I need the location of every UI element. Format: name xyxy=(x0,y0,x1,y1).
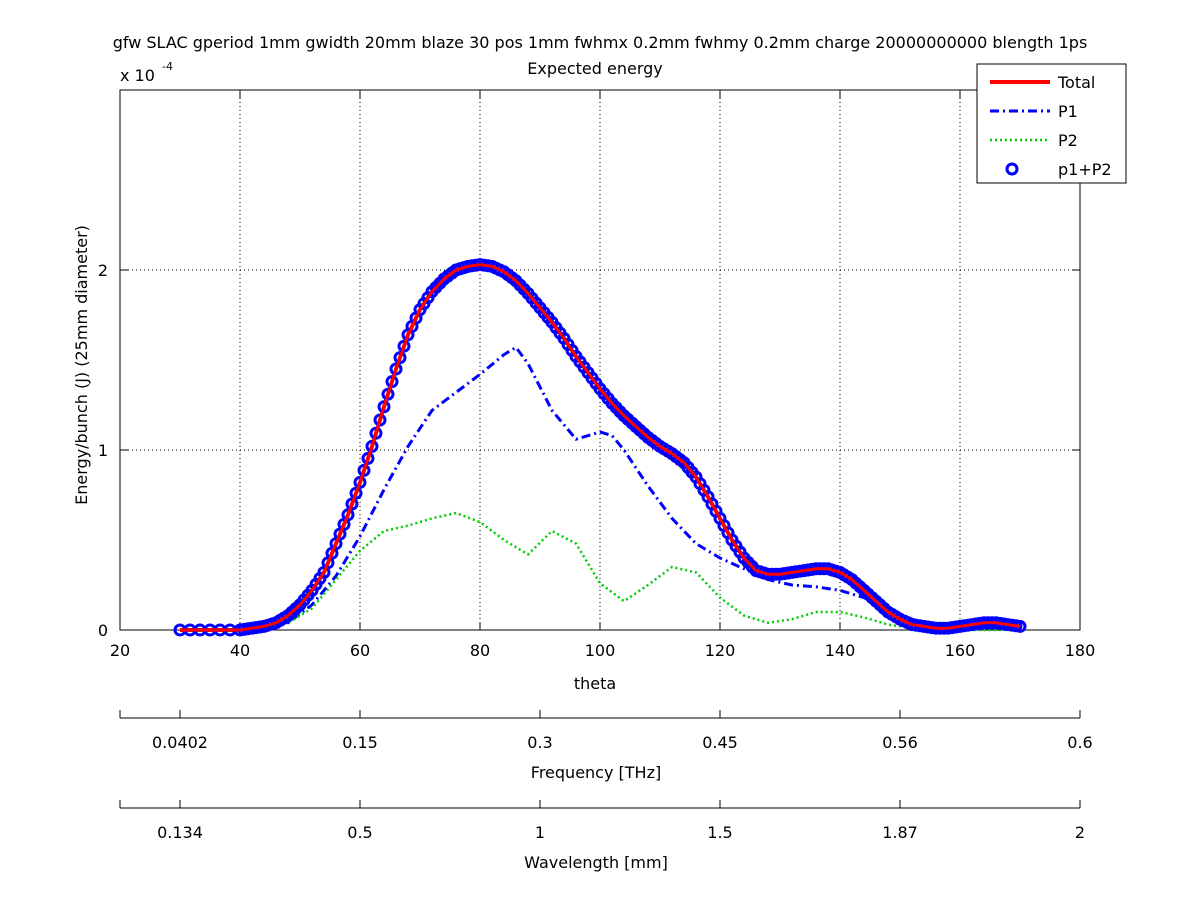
series-layer xyxy=(173,258,1027,637)
x-tick-label: 120 xyxy=(705,641,736,660)
secondary-tick-label: 0.3 xyxy=(527,733,552,752)
y-tick-label: 2 xyxy=(98,261,108,280)
secondary-tick-label: 1.87 xyxy=(882,823,918,842)
secondary-tick-label: 0.5 xyxy=(347,823,372,842)
data-point-p1-p2 xyxy=(353,475,367,489)
data-point-p1-p2 xyxy=(389,362,403,376)
data-point-p1-p2 xyxy=(385,375,399,389)
x-tick-label: 80 xyxy=(470,641,490,660)
frequency-axis-label: Frequency [THz] xyxy=(531,763,661,782)
secondary-tick-label: 1.5 xyxy=(707,823,732,842)
secondary-tick-label: 0.0402 xyxy=(152,733,208,752)
grid-lines xyxy=(120,90,1080,630)
chart-subtitle: Expected energy xyxy=(527,59,662,78)
y-tick-label: 1 xyxy=(98,441,108,460)
x-tick-labels: 20 40 60 80 100 120 140 160 180 xyxy=(110,641,1095,660)
wavelength-axis: 0.134 0.5 1 1.5 1.87 2 xyxy=(119,800,1085,842)
x-axis-label: theta xyxy=(574,674,616,693)
secondary-tick-label: 1 xyxy=(535,823,545,842)
data-point-p1-p2 xyxy=(357,463,371,477)
wavelength-axis-label: Wavelength [mm] xyxy=(524,853,668,872)
x-tick-label: 40 xyxy=(230,641,250,660)
series-line-total-overlay xyxy=(180,263,1021,632)
data-point-p1-p2 xyxy=(345,497,359,511)
data-point-p1-p2 xyxy=(381,387,395,401)
secondary-tick-label: 0.15 xyxy=(342,733,378,752)
y-exponent-label: x 10 xyxy=(120,66,155,85)
series-line-total xyxy=(180,262,1021,632)
y-tick-labels: 0 1 2 xyxy=(98,261,108,640)
x-tick-label: 60 xyxy=(350,641,370,660)
legend-label: p1+P2 xyxy=(1058,160,1112,179)
frequency-axis: 0.0402 0.15 0.3 0.45 0.56 0.6 xyxy=(119,710,1093,752)
x-tick-label: 160 xyxy=(945,641,976,660)
legend-label: Total xyxy=(1057,73,1095,92)
y-tick-label: 0 xyxy=(98,621,108,640)
x-tick-label: 140 xyxy=(825,641,856,660)
secondary-tick-label: 2 xyxy=(1075,823,1085,842)
x-tick-label: 100 xyxy=(585,641,616,660)
data-point-p1-p2 xyxy=(349,486,363,500)
x-tick-label: 180 xyxy=(1065,641,1096,660)
chart-title: gfw SLAC gperiod 1mm gwidth 20mm blaze 3… xyxy=(113,33,1088,52)
legend: Total P1 P2 p1+P2 xyxy=(976,63,1127,184)
data-point-p1-p2 xyxy=(341,508,355,522)
data-point-p1-p2 xyxy=(361,451,375,465)
secondary-tick-label: 0.45 xyxy=(702,733,738,752)
x-tick-label: 20 xyxy=(110,641,130,660)
y-exponent-power: -4 xyxy=(162,60,173,73)
legend-label: P2 xyxy=(1058,131,1078,150)
y-axis-label: Energy/bunch (J) (25mm diameter) xyxy=(72,225,91,505)
data-point-p1-p2 xyxy=(393,351,407,365)
legend-label: P1 xyxy=(1058,102,1078,121)
secondary-tick-label: 0.56 xyxy=(882,733,918,752)
secondary-tick-label: 0.6 xyxy=(1067,733,1092,752)
secondary-tick-label: 0.134 xyxy=(157,823,203,842)
series-line-p1 xyxy=(180,345,1021,632)
legend-marker-p1-p2 xyxy=(1005,162,1019,176)
data-point-p1-p2 xyxy=(397,339,411,353)
